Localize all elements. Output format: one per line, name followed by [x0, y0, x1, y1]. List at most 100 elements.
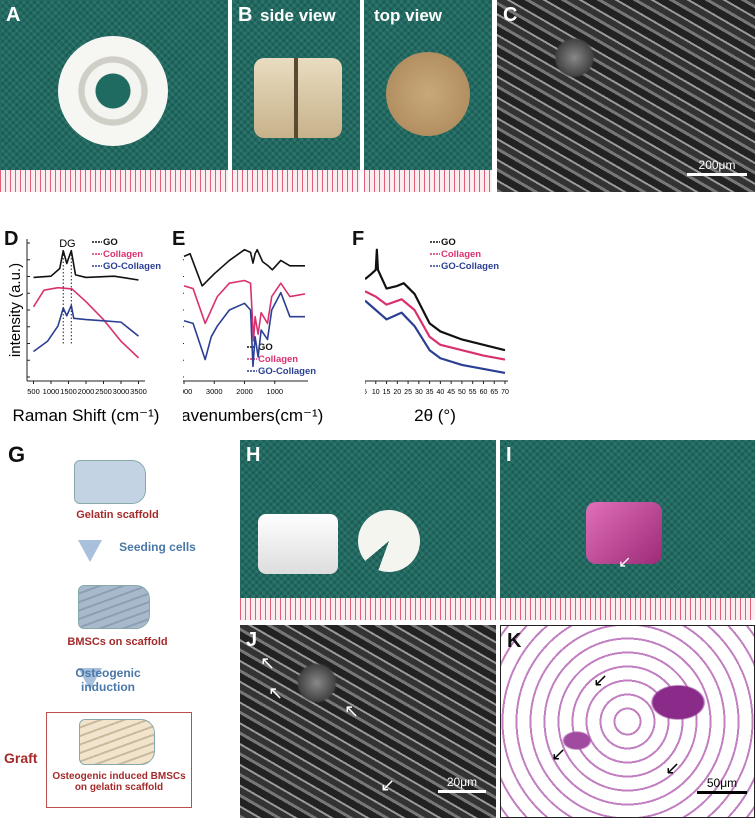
top-view-photo	[364, 0, 492, 192]
x-tick-label: 45	[447, 389, 455, 396]
x-tick-label: 2000	[78, 387, 95, 396]
raman-chart: 500 1000 1500 2000 2500 3000 3500 Raman Shift (…	[7, 237, 161, 425]
bmsc-scaffold-icon	[78, 585, 150, 629]
panel-label-h: H	[246, 444, 261, 466]
legend-label: GO	[441, 237, 456, 248]
arrow-icon: ↖	[344, 701, 360, 721]
arrow2-label: Osteogenic induction	[75, 666, 141, 694]
legend-label: GO	[258, 342, 273, 353]
series-line-go	[365, 248, 506, 352]
legend-label: GO-Collagen	[103, 261, 161, 272]
graft-box: Osteogenic induced BMSCs on gelatin scaf…	[46, 712, 192, 808]
series-line-go	[33, 249, 139, 281]
step3-label: Osteogenic induced BMSCs on gelatin scaf…	[52, 771, 186, 793]
photo-panel-b: B side view top view	[232, 0, 492, 192]
schematic-panel-g: G Gelatin scaffold Seeding cells BMSCs o…	[0, 440, 238, 818]
xrd-chart: 5101520253035404550556065702θ (°)intensi…	[365, 237, 509, 425]
series-line-go-collagen	[33, 304, 140, 353]
photo-panel-i: I ↙	[500, 440, 755, 620]
x-axis-label: Raman Shift (cm⁻¹)	[13, 406, 160, 425]
x-tick-label: 3500	[130, 387, 147, 396]
x-tick-label: 20	[393, 389, 401, 396]
graft-label: Graft	[4, 750, 38, 766]
x-tick-label: 3000	[113, 387, 130, 396]
arrow-down-icon	[78, 540, 102, 562]
peak-label-d: D	[59, 238, 67, 250]
series-line-collagen	[32, 286, 140, 359]
panel-label-a: A	[6, 4, 21, 26]
histology-panel-k: K ↙ ↙ ↙ 50μm	[500, 625, 755, 818]
photo-panel-a: A	[0, 0, 228, 192]
sem-panel-c: C 200μm	[497, 0, 755, 192]
series-line-go-collagen	[183, 291, 305, 368]
x-tick-label: 2500	[95, 387, 112, 396]
osteogenic-scaffold-icon	[79, 719, 155, 765]
x-tick-label: 10	[372, 389, 380, 396]
sem-panel-j: J ↖ ↖ ↖ ↙ 20μm	[240, 625, 496, 818]
scale-bar-label: 50μm	[706, 776, 738, 790]
photo-panel-h: H	[240, 440, 496, 620]
x-tick-label: 30	[415, 389, 423, 396]
x-axis-label: 2θ (°)	[414, 406, 456, 425]
x-tick-label: 40	[436, 389, 444, 396]
x-tick-label: 4000	[183, 387, 192, 396]
x-tick-label: 65	[490, 389, 498, 396]
peak-label-g: G	[67, 238, 76, 250]
x-tick-label: 60	[480, 389, 488, 396]
x-tick-label: 1000	[43, 387, 60, 396]
scale-bar-c: 200μm	[687, 158, 747, 176]
series-line-go	[183, 248, 305, 287]
panel-label-j: J	[246, 629, 258, 651]
x-tick-label: 500	[27, 387, 40, 396]
legend-label: GO-Collagen	[258, 366, 316, 377]
arrow-icon: ↙	[380, 775, 396, 795]
arrow-down-icon	[78, 668, 102, 690]
x-tick-label: 35	[426, 389, 434, 396]
legend-label: GO-Collagen	[441, 261, 499, 272]
panel-label-g: G	[8, 442, 26, 467]
legend-label: Collagen	[258, 354, 298, 365]
scale-bar-label: 200μm	[698, 158, 736, 172]
legend-label: Collagen	[103, 249, 143, 260]
side-view-label: side view	[260, 6, 336, 25]
arrow-icon: ↖	[260, 653, 276, 673]
x-axis-label: Wavenumbers(cm⁻¹)	[183, 406, 323, 425]
gelatin-scaffold-icon	[74, 460, 146, 504]
scale-bar-label: 20μm	[446, 775, 478, 789]
ftir-chart: 4000300020001000Wavenumbers(cm⁻¹)transmi…	[183, 242, 323, 425]
step2-label: BMSCs on scaffold	[67, 636, 168, 648]
x-tick-label: 15	[383, 389, 391, 396]
panel-label-c: C	[503, 4, 518, 26]
series-line-go-collagen	[365, 299, 506, 375]
arrow-icon: ↖	[268, 683, 284, 703]
x-tick-label: 3000	[206, 387, 223, 396]
x-tick-label: 1000	[266, 387, 283, 396]
series-line-collagen	[365, 290, 506, 361]
panel-label-k: K	[507, 630, 522, 652]
panel-label-b: B	[238, 4, 253, 26]
panel-label-d: D	[4, 228, 19, 250]
scaffold-ring	[58, 36, 168, 146]
scale-bar-j: 20μm	[438, 775, 486, 793]
x-tick-label: 55	[469, 389, 477, 396]
side-view-photo	[232, 0, 360, 192]
scale-bar-k: 50μm	[697, 776, 747, 794]
x-tick-label: 5	[365, 389, 367, 396]
arrow-icon: ↙	[551, 744, 567, 764]
top-view-label: top view	[374, 6, 443, 25]
arrow-icon: ↙	[665, 758, 681, 778]
x-tick-label: 70	[501, 389, 509, 396]
legend-label: Collagen	[441, 249, 481, 260]
legend-label: GO	[103, 237, 118, 248]
panel-label-f: F	[352, 228, 365, 250]
arrow-icon: ↙	[593, 670, 609, 690]
x-tick-label: 50	[458, 389, 466, 396]
y-axis-label: intensity (a.u.)	[7, 263, 24, 357]
panel-label-i: I	[506, 444, 512, 466]
panel-label-e: E	[172, 228, 186, 250]
series-line-collagen	[183, 279, 306, 342]
arrow1-label: Seeding cells	[119, 540, 196, 554]
x-tick-label: 1500	[60, 387, 77, 396]
x-tick-label: 25	[404, 389, 412, 396]
step1-label: Gelatin scaffold	[76, 509, 159, 521]
